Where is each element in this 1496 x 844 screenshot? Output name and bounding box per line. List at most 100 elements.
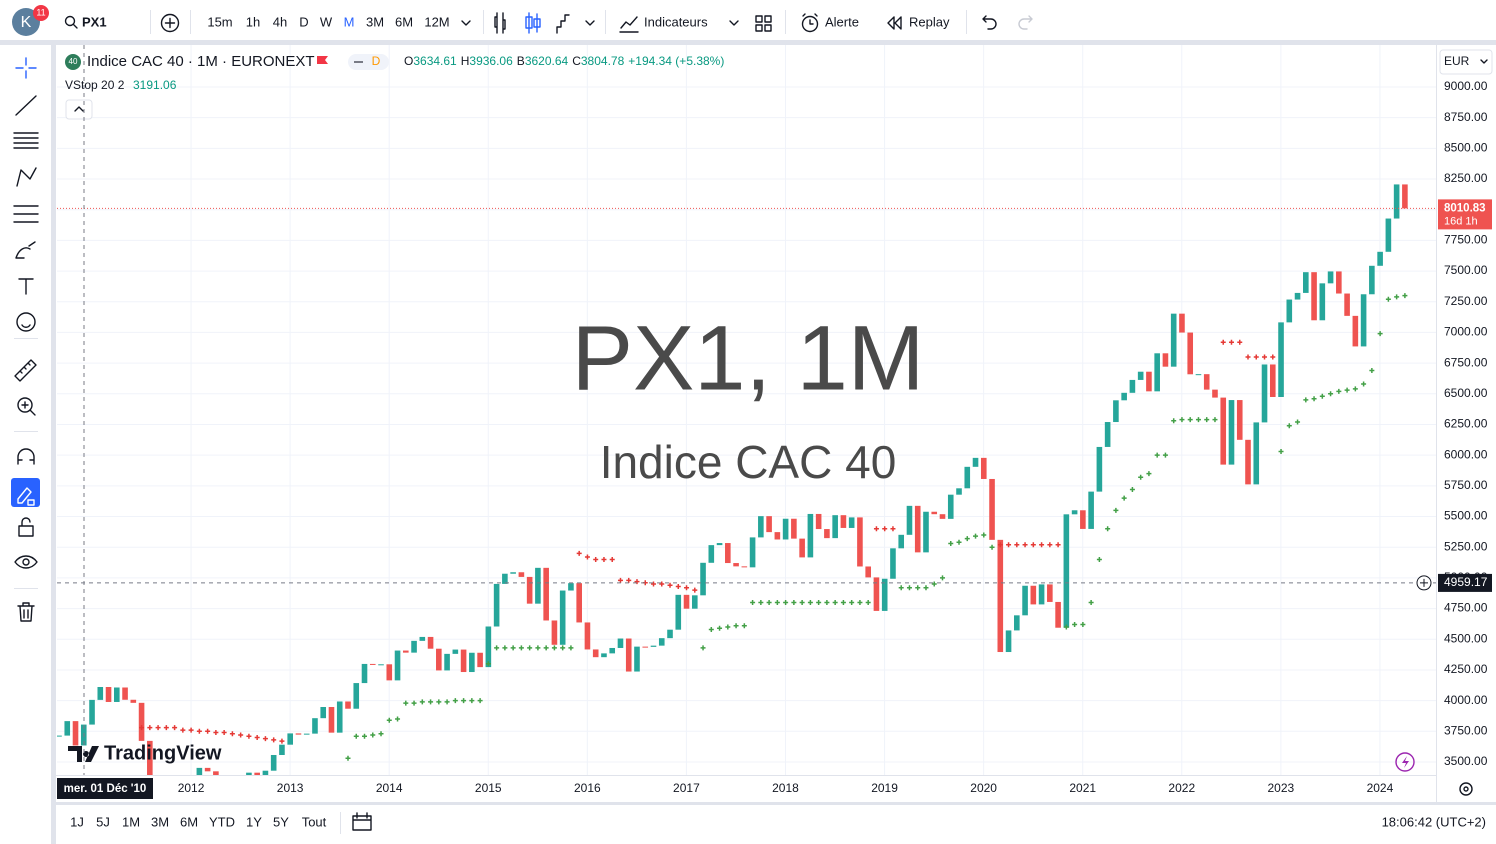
candle-body bbox=[526, 576, 533, 604]
vstop-marker bbox=[1311, 396, 1317, 402]
undo-button[interactable] bbox=[982, 15, 997, 30]
vstop-marker bbox=[915, 585, 921, 591]
interval-button[interactable]: W bbox=[320, 14, 333, 29]
line-icon[interactable] bbox=[556, 14, 570, 34]
vstop-marker bbox=[832, 599, 838, 605]
range-button[interactable]: 1J bbox=[70, 814, 84, 829]
currency-select[interactable] bbox=[1439, 49, 1493, 75]
alert-button[interactable]: Alerte bbox=[825, 14, 859, 29]
chart-type-dropdown[interactable] bbox=[585, 20, 595, 26]
forecast-tool[interactable] bbox=[13, 205, 39, 223]
range-button[interactable]: 1Y bbox=[246, 814, 262, 829]
collapse-legend[interactable] bbox=[65, 99, 93, 120]
candle-body bbox=[1253, 422, 1260, 485]
symbol-title[interactable]: Indice CAC 40 · 1M · EURONEXT bbox=[87, 53, 315, 70]
interval-button[interactable]: 15m bbox=[207, 14, 232, 29]
crosshair-date-tag bbox=[57, 778, 153, 799]
brush-tool[interactable] bbox=[15, 241, 36, 259]
lightning-icon bbox=[1402, 756, 1409, 768]
interval-button[interactable]: 3M bbox=[366, 14, 384, 29]
vstop-marker bbox=[626, 577, 632, 583]
vstop-marker bbox=[1030, 542, 1036, 548]
candle-body bbox=[1047, 584, 1053, 602]
interval-button[interactable]: D bbox=[299, 14, 308, 29]
interval-button[interactable]: 1h bbox=[246, 14, 260, 29]
settings-button[interactable] bbox=[1459, 782, 1473, 796]
goto-date[interactable] bbox=[352, 812, 372, 831]
vstop-marker bbox=[659, 581, 665, 587]
text-tool[interactable] bbox=[18, 278, 34, 295]
vstop-marker bbox=[370, 732, 376, 738]
trendline-tool[interactable] bbox=[15, 95, 37, 116]
compare-button[interactable] bbox=[160, 13, 180, 33]
clock[interactable]: 18:06:42 (UTC+2) bbox=[1382, 814, 1486, 829]
candle-body bbox=[741, 566, 748, 568]
interval-button[interactable]: 12M bbox=[424, 14, 449, 29]
candle-body bbox=[485, 626, 492, 668]
vstop-marker bbox=[147, 725, 153, 731]
measure-tool[interactable] bbox=[14, 359, 37, 382]
market-status[interactable] bbox=[348, 54, 389, 70]
vstop-marker bbox=[857, 599, 863, 605]
alert-icon[interactable] bbox=[801, 15, 819, 33]
indicators-icon[interactable] bbox=[619, 16, 639, 33]
symbol[interactable]: PX1 bbox=[82, 14, 107, 29]
range-button[interactable]: 5J bbox=[96, 814, 110, 829]
range-button[interactable]: YTD bbox=[209, 814, 235, 829]
delete-tool[interactable] bbox=[17, 602, 35, 622]
range-button[interactable]: 6M bbox=[180, 814, 198, 829]
crosshair-tool[interactable] bbox=[15, 57, 37, 79]
zoom-icon bbox=[21, 401, 36, 416]
replay-icon[interactable] bbox=[887, 16, 902, 30]
settings-center bbox=[1463, 786, 1469, 792]
range-button[interactable]: 1M bbox=[122, 814, 140, 829]
active-tool[interactable] bbox=[11, 478, 40, 507]
interval-button[interactable]: 4h bbox=[273, 14, 287, 29]
brand[interactable]: TradingView bbox=[104, 742, 222, 764]
candle-body bbox=[1369, 265, 1375, 295]
vstop-marker bbox=[1055, 542, 1061, 548]
indicator-name[interactable]: VStop 20 2 bbox=[65, 78, 125, 92]
interval-button[interactable]: M bbox=[344, 14, 355, 29]
candle-body bbox=[791, 518, 797, 539]
vstop-marker bbox=[791, 599, 797, 605]
lock-tool[interactable] bbox=[18, 517, 34, 537]
candle-body bbox=[1327, 271, 1334, 284]
replay-button[interactable]: Replay bbox=[909, 14, 950, 29]
vstop-marker bbox=[494, 645, 500, 651]
range-button[interactable]: 3M bbox=[151, 814, 169, 829]
visibility-tool[interactable] bbox=[14, 555, 38, 569]
vstop-marker bbox=[403, 700, 409, 706]
emoji-tool[interactable] bbox=[16, 312, 36, 332]
visibility-pupil bbox=[22, 558, 30, 566]
lightning-button[interactable] bbox=[1395, 752, 1415, 772]
vstop-marker bbox=[477, 698, 483, 704]
ohlc-value: 3936.06 bbox=[469, 54, 513, 68]
vstop-marker bbox=[964, 536, 970, 542]
symbol-logo-text: 40 bbox=[69, 57, 78, 66]
vstop-marker bbox=[535, 645, 541, 651]
candles-icon[interactable] bbox=[525, 12, 541, 34]
magnet-tool[interactable] bbox=[17, 448, 35, 465]
interval-dropdown[interactable] bbox=[461, 20, 471, 26]
fib-tool[interactable] bbox=[13, 132, 39, 149]
ohlc-change: +194.34 (+5.38%) bbox=[628, 54, 724, 68]
pattern-tool[interactable] bbox=[16, 167, 37, 187]
indicators-button[interactable]: Indicateurs bbox=[644, 14, 708, 29]
range-button[interactable]: Tout bbox=[302, 814, 327, 829]
templates-icon[interactable] bbox=[755, 15, 772, 32]
search-icon[interactable] bbox=[64, 15, 76, 27]
indicators-dropdown[interactable] bbox=[729, 20, 739, 26]
zoom-tool[interactable] bbox=[17, 397, 33, 413]
bars-icon[interactable] bbox=[494, 12, 506, 34]
flag[interactable] bbox=[317, 56, 328, 64]
candle-body bbox=[493, 583, 500, 627]
x-tick-label: 2016 bbox=[574, 781, 601, 795]
candle-body bbox=[279, 744, 285, 755]
interval-button[interactable]: 6M bbox=[395, 14, 413, 29]
range-button[interactable]: 5Y bbox=[273, 814, 289, 829]
avatar[interactable] bbox=[12, 8, 40, 36]
redo-button[interactable] bbox=[1018, 15, 1033, 30]
candle-body bbox=[890, 548, 896, 579]
